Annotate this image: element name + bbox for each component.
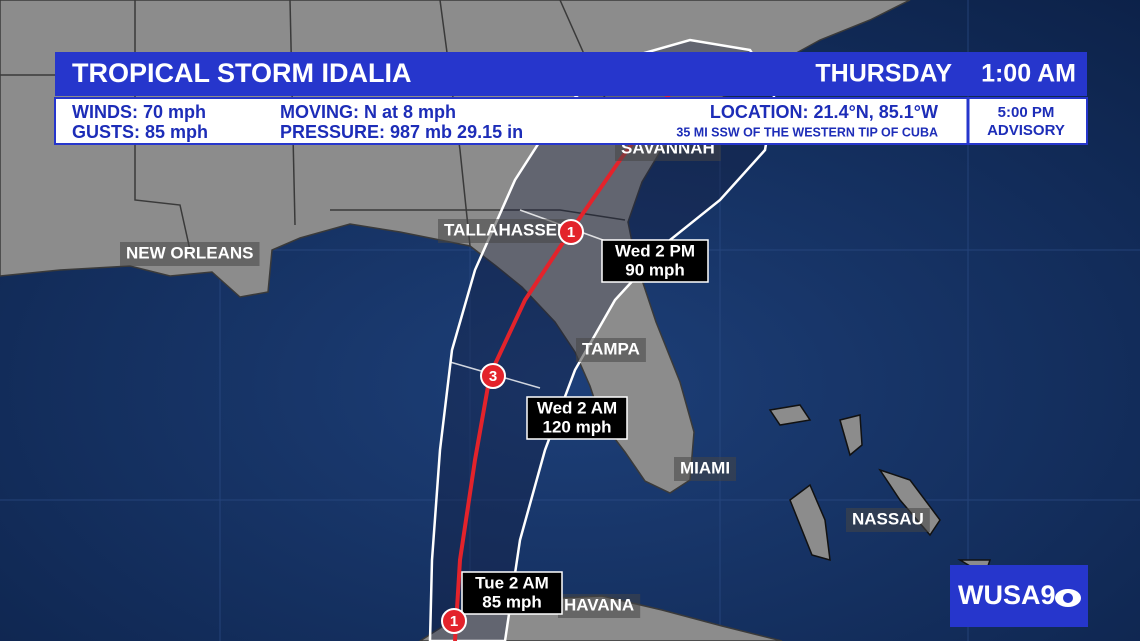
advisory-time: 5:00 PM [998, 104, 1055, 121]
forecast-wind: 90 mph [625, 260, 685, 279]
winds: WINDS: 70 mph [72, 102, 206, 122]
forecast-time: Wed 2 PM [615, 241, 695, 260]
gusts: GUSTS: 85 mph [72, 122, 208, 142]
forecast-time: Wed 2 AM [537, 398, 617, 417]
header-bar [55, 52, 1087, 96]
city-label: TALLAHASSEE [444, 220, 568, 239]
header: TROPICAL STORM IDALIA THURSDAY 1:00 AM W… [54, 52, 1088, 145]
city-label-bg [576, 338, 646, 362]
moving: MOVING: N at 8 mph [280, 102, 456, 122]
storm-marker [480, 363, 506, 389]
storm-marker [558, 219, 584, 245]
title: TROPICAL STORM IDALIA [72, 58, 412, 88]
time: 1:00 AM [981, 60, 1076, 88]
city-label-bg [558, 594, 641, 618]
city-label: HAVANA [564, 595, 634, 614]
location: LOCATION: 21.4°N, 85.1°W [710, 102, 938, 122]
storm-category: 1 [450, 613, 458, 630]
city-label: NEW ORLEANS [126, 243, 254, 262]
storm-category: 1 [567, 224, 575, 241]
pressure: PRESSURE: 987 mb 29.15 in [280, 122, 523, 142]
forecast-label-box [601, 239, 709, 283]
forecast-label-box [526, 396, 628, 440]
storm-marker [441, 608, 467, 634]
forecast-track [453, 78, 682, 641]
city-label: TAMPA [582, 339, 640, 358]
city-label-bg [120, 242, 260, 266]
forecast-time: Tue 2 AM [475, 573, 549, 592]
city-label-bg [846, 508, 930, 532]
logo-text: WUSA9 [958, 580, 1056, 610]
city-label: MIAMI [680, 458, 730, 477]
storm-category: 3 [489, 368, 497, 385]
advisory-label: ADVISORY [987, 122, 1065, 139]
city-label: NASSAU [852, 509, 924, 528]
location-note: 35 MI SSW OF THE WESTERN TIP OF CUBA [676, 125, 938, 139]
day: THURSDAY [815, 60, 952, 88]
forecast-label-box [461, 571, 563, 615]
city-label-bg [674, 457, 737, 481]
forecast-wind: 120 mph [543, 417, 612, 436]
logo-pupil [1063, 593, 1073, 603]
city-label-bg [438, 219, 575, 243]
info-bar [55, 98, 1087, 144]
logo: WUSA9 [950, 565, 1088, 627]
forecast-wind: 85 mph [482, 592, 542, 611]
info-border [54, 97, 1088, 145]
